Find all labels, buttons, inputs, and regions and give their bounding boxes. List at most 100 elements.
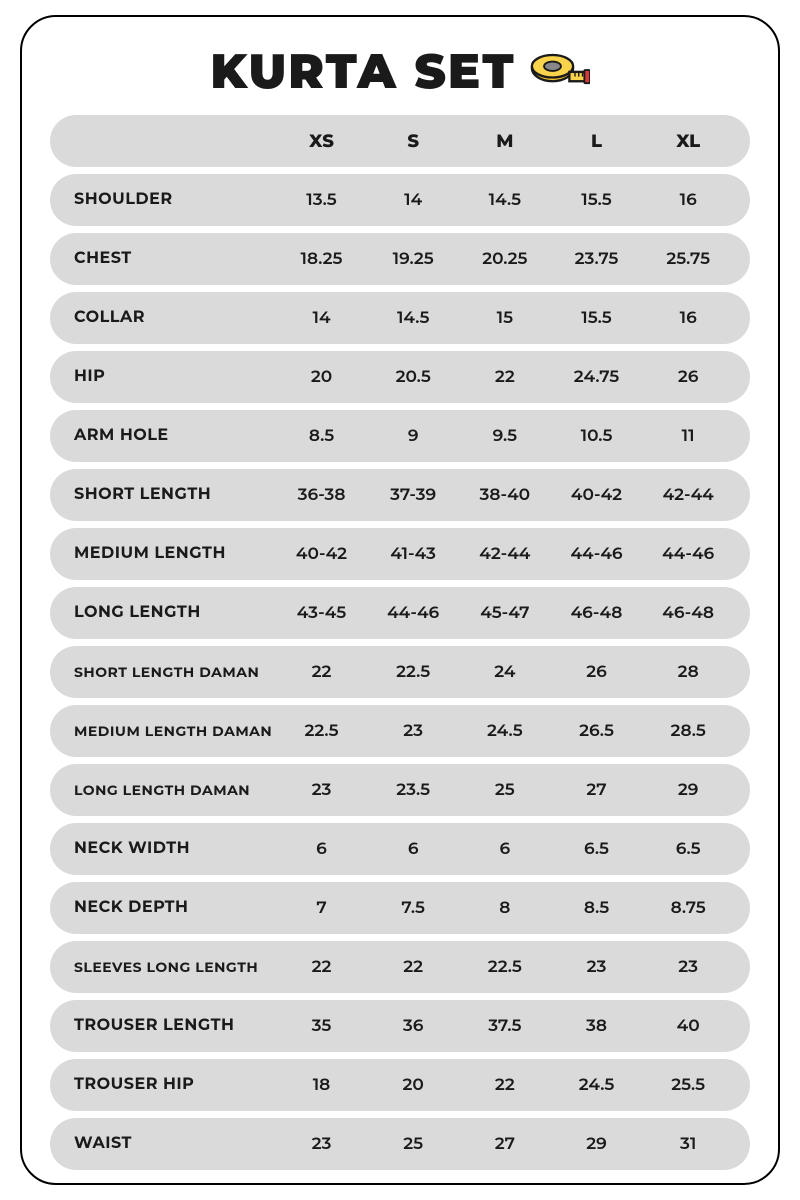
table-row: ARM HOLE8.599.510.511: [50, 410, 750, 462]
table-row: MEDIUM LENGTH DAMAN22.52324.526.528.5: [50, 705, 750, 757]
cell-value: 40-42: [276, 544, 368, 564]
cell-value: 24.75: [551, 367, 643, 387]
row-label: LONG LENGTH: [74, 604, 276, 622]
row-label: SLEEVES LONG LENGTH: [74, 959, 276, 975]
table-row: SHOULDER13.51414.515.516: [50, 174, 750, 226]
cell-value: 46-48: [551, 603, 643, 623]
cell-value: 6: [459, 839, 551, 859]
table-row: LONG LENGTH DAMAN2323.5252729: [50, 764, 750, 816]
cell-value: 29: [642, 780, 734, 800]
table-row: WAIST2325272931: [50, 1118, 750, 1170]
cell-value: 8.75: [642, 898, 734, 918]
cell-value: 23: [367, 721, 459, 741]
cell-value: 27: [459, 1134, 551, 1154]
cell-value: 20: [367, 1075, 459, 1095]
cell-value: 22.5: [276, 721, 368, 741]
cell-value: 44-46: [367, 603, 459, 623]
cell-value: 7.5: [367, 898, 459, 918]
cell-value: 14.5: [367, 308, 459, 328]
column-header: M: [459, 130, 551, 152]
cell-value: 46-48: [642, 603, 734, 623]
cell-value: 10.5: [551, 426, 643, 446]
column-header: L: [551, 130, 643, 152]
cell-value: 37-39: [367, 485, 459, 505]
cell-value: 11: [642, 426, 734, 446]
cell-value: 27: [551, 780, 643, 800]
row-label: COLLAR: [74, 309, 276, 327]
cell-value: 18: [276, 1075, 368, 1095]
cell-value: 13.5: [276, 190, 368, 210]
cell-value: 22: [276, 957, 368, 977]
cell-value: 42-44: [459, 544, 551, 564]
cell-value: 15.5: [551, 190, 643, 210]
cell-value: 43-45: [276, 603, 368, 623]
cell-value: 20.5: [367, 367, 459, 387]
cell-value: 20: [276, 367, 368, 387]
row-label: TROUSER LENGTH: [74, 1017, 276, 1035]
cell-value: 9: [367, 426, 459, 446]
row-label: SHOULDER: [74, 191, 276, 209]
table-row: CHEST18.2519.2520.2523.7525.75: [50, 233, 750, 285]
cell-value: 22: [367, 957, 459, 977]
table-row: MEDIUM LENGTH40-4241-4342-4444-4644-46: [50, 528, 750, 580]
cell-value: 16: [642, 190, 734, 210]
row-label: WAIST: [74, 1135, 276, 1153]
cell-value: 22.5: [459, 957, 551, 977]
cell-value: 25.5: [642, 1075, 734, 1095]
cell-value: 40-42: [551, 485, 643, 505]
table-row: SHORT LENGTH DAMAN2222.5242628: [50, 646, 750, 698]
row-label: SHORT LENGTH DAMAN: [74, 664, 276, 680]
column-header: XL: [642, 130, 734, 152]
cell-value: 25: [459, 780, 551, 800]
cell-value: 20.25: [459, 249, 551, 269]
title-row: KURTA SET: [50, 43, 750, 101]
cell-value: 38-40: [459, 485, 551, 505]
cell-value: 14: [276, 308, 368, 328]
cell-value: 35: [276, 1016, 368, 1036]
table-row: COLLAR1414.51515.516: [50, 292, 750, 344]
cell-value: 45-47: [459, 603, 551, 623]
cell-value: 22: [459, 1075, 551, 1095]
cell-value: 31: [642, 1134, 734, 1154]
row-label: NECK WIDTH: [74, 840, 276, 858]
cell-value: 38: [551, 1016, 643, 1036]
table-row: SLEEVES LONG LENGTH222222.52323: [50, 941, 750, 993]
size-table: .XSSMLXLSHOULDER13.51414.515.516CHEST18.…: [50, 115, 750, 1170]
cell-value: 28.5: [642, 721, 734, 741]
table-row: HIP2020.52224.7526: [50, 351, 750, 403]
cell-value: 23.5: [367, 780, 459, 800]
cell-value: 28: [642, 662, 734, 682]
cell-value: 24.5: [459, 721, 551, 741]
cell-value: 8: [459, 898, 551, 918]
column-header: S: [367, 130, 459, 152]
cell-value: 6: [276, 839, 368, 859]
table-row: NECK WIDTH6666.56.5: [50, 823, 750, 875]
row-label: MEDIUM LENGTH DAMAN: [74, 723, 276, 739]
row-label: NECK DEPTH: [74, 899, 276, 917]
cell-value: 18.25: [276, 249, 368, 269]
cell-value: 22: [459, 367, 551, 387]
cell-value: 7: [276, 898, 368, 918]
cell-value: 23.75: [551, 249, 643, 269]
cell-value: 26: [551, 662, 643, 682]
cell-value: 22: [276, 662, 368, 682]
cell-value: 14: [367, 190, 459, 210]
cell-value: 26.5: [551, 721, 643, 741]
size-chart-card: KURTA SET .XSSMLXLSHOULDER13.51414.515.5…: [20, 15, 780, 1185]
row-label: TROUSER HIP: [74, 1076, 276, 1094]
table-row: NECK DEPTH77.588.58.75: [50, 882, 750, 934]
cell-value: 23: [551, 957, 643, 977]
cell-value: 6.5: [551, 839, 643, 859]
cell-value: 15.5: [551, 308, 643, 328]
cell-value: 29: [551, 1134, 643, 1154]
cell-value: 26: [642, 367, 734, 387]
cell-value: 6.5: [642, 839, 734, 859]
cell-value: 24.5: [551, 1075, 643, 1095]
cell-value: 42-44: [642, 485, 734, 505]
table-header-row: .XSSMLXL: [50, 115, 750, 167]
cell-value: 44-46: [551, 544, 643, 564]
chart-title: KURTA SET: [210, 43, 515, 101]
cell-value: 44-46: [642, 544, 734, 564]
cell-value: 23: [642, 957, 734, 977]
row-label: HIP: [74, 368, 276, 386]
